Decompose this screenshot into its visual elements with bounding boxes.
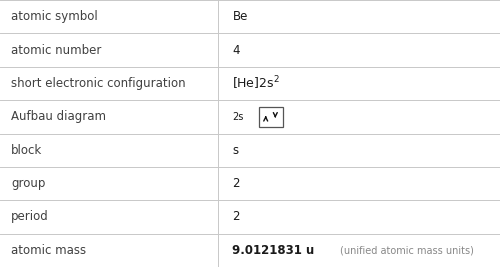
Text: group: group	[11, 177, 46, 190]
Text: 2: 2	[232, 210, 240, 223]
Text: period: period	[11, 210, 49, 223]
Text: atomic mass: atomic mass	[11, 244, 86, 257]
Text: 2s: 2s	[232, 112, 244, 122]
Text: short electronic configuration: short electronic configuration	[11, 77, 186, 90]
Text: 9.0121831 u: 9.0121831 u	[232, 244, 315, 257]
Bar	[258, 107, 282, 127]
Text: 2: 2	[232, 177, 240, 190]
Text: (unified atomic mass units): (unified atomic mass units)	[340, 245, 474, 255]
Text: Aufbau diagram: Aufbau diagram	[11, 110, 106, 123]
Text: block: block	[11, 144, 42, 157]
Text: s: s	[232, 144, 238, 157]
Text: atomic symbol: atomic symbol	[11, 10, 98, 23]
Text: $\mathsf{[He]2s^{2}}$: $\mathsf{[He]2s^{2}}$	[232, 75, 280, 92]
Text: Be: Be	[232, 10, 248, 23]
Text: atomic number: atomic number	[11, 44, 102, 57]
Text: 4: 4	[232, 44, 240, 57]
